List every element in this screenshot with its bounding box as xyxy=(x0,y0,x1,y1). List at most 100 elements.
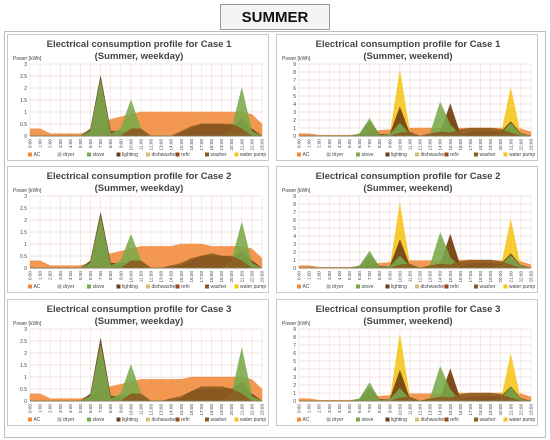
x-tick-label: 5:00 xyxy=(347,404,352,413)
chart-subtitle: (Summer, weekend) xyxy=(363,51,453,62)
y-tick-label: 3 xyxy=(293,375,296,381)
y-tick-label: 3 xyxy=(293,242,296,248)
x-tick-label: 17:00 xyxy=(468,139,473,151)
y-tick-label: 0 xyxy=(24,134,27,140)
x-tick-label: 18:00 xyxy=(478,271,483,283)
x-tick-label: 2:00 xyxy=(48,139,53,148)
x-tick-label: 13:00 xyxy=(428,271,433,283)
x-tick-label: 10:00 xyxy=(397,404,402,416)
x-tick-label: 19:00 xyxy=(219,404,224,416)
x-tick-label: 8:00 xyxy=(377,139,382,148)
x-tick-label: 19:00 xyxy=(488,404,493,416)
x-tick-label: 0:00 xyxy=(297,271,302,280)
x-tick-label: 13:00 xyxy=(159,271,164,283)
chart-title: Electrical consumption profile for Case … xyxy=(315,304,501,315)
legend-label: dryer xyxy=(332,417,344,423)
y-tick-label: 4 xyxy=(293,367,296,373)
legend-label: washer xyxy=(480,284,496,290)
legend-label: washer xyxy=(211,152,227,158)
y-tick-label: 1 xyxy=(293,258,296,264)
x-tick-label: 6:00 xyxy=(357,404,362,413)
legend-label: washer xyxy=(211,417,227,423)
legend-label: dishwasher xyxy=(421,417,447,423)
legend-label: stove xyxy=(93,152,105,158)
legend-label: stove xyxy=(93,284,105,290)
x-tick-label: 22:00 xyxy=(518,139,523,151)
legend-label: AC xyxy=(34,417,41,423)
legend-label: dishwasher xyxy=(152,152,178,158)
y-tick-label: 9 xyxy=(293,194,296,200)
legend-label: AC xyxy=(303,417,310,423)
x-tick-label: 4:00 xyxy=(68,271,73,280)
y-tick-label: 2.5 xyxy=(20,339,27,345)
y-tick-label: 1 xyxy=(293,391,296,397)
legend-swatch-dryer xyxy=(57,284,62,289)
x-tick-label: 16:00 xyxy=(458,271,463,283)
x-tick-label: 13:00 xyxy=(159,139,164,151)
y-tick-label: 6 xyxy=(293,218,296,224)
y-tick-label: 3 xyxy=(24,194,27,200)
legend-swatch-dryer xyxy=(57,152,62,157)
x-tick-label: 8:00 xyxy=(108,139,113,148)
legend-label: stove xyxy=(362,284,374,290)
legend-swatch-lighting xyxy=(385,284,390,289)
x-tick-label: 8:00 xyxy=(108,271,113,280)
x-tick-label: 7:00 xyxy=(367,404,372,413)
x-tick-label: 10:00 xyxy=(128,271,133,283)
legend-swatch-AC xyxy=(297,152,301,157)
y-tick-label: 7 xyxy=(293,343,296,349)
y-tick-label: 6 xyxy=(293,351,296,357)
legend-swatch-dishwasher xyxy=(415,417,419,422)
x-tick-label: 3:00 xyxy=(58,404,63,413)
y-axis-label: Power [kWh] xyxy=(13,56,42,62)
legend-swatch-lighting xyxy=(116,417,121,422)
x-tick-label: 11:00 xyxy=(139,271,144,283)
y-tick-label: 0 xyxy=(24,266,27,272)
legend-swatch-AC xyxy=(28,417,32,422)
y-tick-label: 7 xyxy=(293,78,296,84)
x-tick-label: 3:00 xyxy=(58,271,63,280)
legend-swatch-dishwasher xyxy=(146,417,150,422)
y-tick-label: 5 xyxy=(293,359,296,365)
x-tick-label: 14:00 xyxy=(169,139,174,151)
x-tick-label: 15:00 xyxy=(179,139,184,151)
x-tick-label: 22:00 xyxy=(249,271,254,283)
x-tick-label: 20:00 xyxy=(229,404,234,416)
x-tick-label: 9:00 xyxy=(387,271,392,280)
chart-panel-case1-weekend: Electrical consumption profile for Case … xyxy=(276,34,538,161)
x-tick-label: 6:00 xyxy=(357,271,362,280)
x-tick-label: 22:00 xyxy=(249,404,254,416)
x-tick-label: 4:00 xyxy=(337,404,342,413)
legend-swatch-washer xyxy=(474,284,478,289)
x-tick-label: 11:00 xyxy=(139,139,144,151)
chart-title: Electrical consumption profile for Case … xyxy=(315,171,501,182)
x-tick-label: 14:00 xyxy=(438,271,443,283)
y-tick-label: 1.5 xyxy=(20,230,27,236)
x-tick-label: 6:00 xyxy=(88,139,93,148)
x-tick-label: 7:00 xyxy=(98,271,103,280)
x-tick-label: 8:00 xyxy=(377,404,382,413)
y-tick-label: 2 xyxy=(24,218,27,224)
legend-swatch-refri xyxy=(175,417,180,422)
x-tick-label: 20:00 xyxy=(498,139,503,151)
legend-swatch-stove xyxy=(356,152,360,157)
x-tick-label: 0:00 xyxy=(28,404,33,413)
x-tick-label: 22:00 xyxy=(518,271,523,283)
legend-label: dishwasher xyxy=(152,417,178,423)
x-tick-label: 23:00 xyxy=(260,271,265,283)
x-tick-label: 15:00 xyxy=(179,404,184,416)
y-tick-label: 2.5 xyxy=(20,206,27,212)
x-tick-label: 18:00 xyxy=(209,271,214,283)
chart-panel-case3-weekend: Electrical consumption profile for Case … xyxy=(276,299,538,426)
y-tick-label: 2 xyxy=(293,383,296,389)
y-tick-label: 9 xyxy=(293,62,296,68)
x-tick-label: 14:00 xyxy=(169,271,174,283)
x-tick-label: 22:00 xyxy=(518,404,523,416)
x-tick-label: 13:00 xyxy=(428,404,433,416)
x-tick-label: 12:00 xyxy=(149,139,154,151)
x-tick-label: 16:00 xyxy=(189,404,194,416)
x-tick-label: 9:00 xyxy=(387,139,392,148)
legend-swatch-washer xyxy=(205,417,209,422)
